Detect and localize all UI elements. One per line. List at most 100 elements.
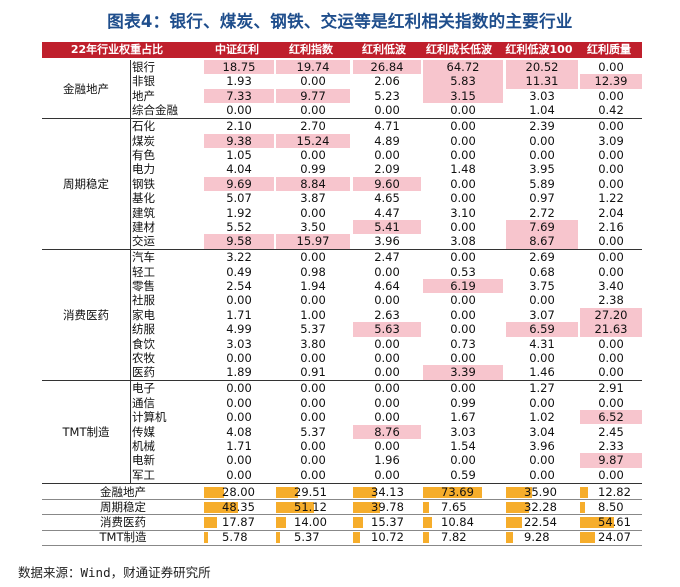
weight-cell: 0.00 [598, 234, 624, 249]
summary-bar [353, 532, 361, 544]
summary-bar [506, 532, 513, 544]
summary-value: 7.65 [441, 499, 467, 514]
weight-cell: 0.00 [300, 410, 326, 425]
industry-label: 电子 [132, 381, 155, 396]
header-cell-index: 红利成长低波 [426, 43, 492, 56]
source-note: 数据来源：Wind，财通证券研究所 [18, 565, 211, 580]
weight-cell: 3.87 [300, 191, 326, 206]
weight-cell: 9.77 [276, 88, 350, 104]
weight-cell: 2.72 [529, 205, 555, 220]
summary-value: 48.35 [222, 499, 255, 514]
weight-cell: 1.27 [529, 381, 555, 396]
weight-cell: 11.31 [506, 74, 578, 89]
weight-cell: 2.10 [226, 119, 252, 134]
weight-cell: 5.23 [374, 88, 400, 103]
header-cell-index: 红利低波100 [505, 43, 573, 56]
weight-cell: 2.04 [598, 205, 624, 220]
summary-bar [204, 517, 217, 528]
page-title: 图表4：银行、煤炭、钢铁、交运等是红利相关指数的主要行业 [107, 12, 573, 31]
weight-cell: 0.00 [374, 467, 400, 482]
weight-cell: 0.00 [226, 381, 252, 396]
industry-label: 轻工 [132, 264, 155, 279]
summary-bar [506, 501, 530, 513]
industry-label: 食饮 [132, 336, 155, 351]
group-label: 金融地产 [63, 81, 109, 96]
summary-value: 28.00 [222, 484, 255, 499]
summary-value: 29.51 [294, 484, 327, 499]
weight-cell: 8.84 [276, 176, 350, 192]
weight-cell: 0.00 [226, 467, 252, 482]
industry-label: 医药 [132, 365, 155, 380]
weight-cell: 3.80 [300, 336, 326, 351]
weight-cell: 0.97 [529, 191, 555, 206]
weight-cell: 0.00 [374, 395, 400, 410]
summary-value: 73.69 [441, 484, 474, 499]
weight-cell: 6.19 [423, 279, 503, 294]
group-label: TMT制造 [62, 424, 110, 439]
header-cell-category: 22年行业权重占比 [70, 43, 164, 56]
weight-cell: 3.75 [529, 279, 555, 293]
weight-cell: 0.00 [374, 147, 400, 162]
weight-cell: 1.92 [226, 205, 252, 220]
weight-cell: 0.00 [226, 410, 252, 425]
summary-value: 51.12 [294, 499, 327, 514]
weight-cell: 0.42 [598, 103, 624, 118]
weight-cell: 2.33 [598, 438, 624, 453]
industry-label: 军工 [132, 467, 155, 482]
weight-cell: 0.00 [598, 264, 624, 279]
industry-label: 农牧 [132, 351, 155, 365]
weight-cell: 15.24 [276, 133, 350, 148]
summary-value: 24.07 [598, 530, 631, 545]
summary-bar [353, 517, 364, 528]
header-cell-index: 红利质量 [587, 43, 631, 56]
weight-cell: 0.00 [598, 147, 624, 162]
weight-cell: 0.99 [300, 162, 326, 177]
summary-bar [506, 517, 523, 528]
summary-bar [276, 486, 298, 498]
weight-cell: 1.67 [450, 410, 476, 425]
weight-cell: 0.00 [226, 103, 252, 118]
weight-cell: 2.69 [529, 250, 555, 265]
summary-bar [204, 532, 209, 544]
weight-cell: 0.00 [598, 176, 624, 191]
weight-cell: 1.94 [300, 279, 326, 293]
industry-label: 纺服 [132, 322, 155, 337]
weight-cell: 0.00 [598, 351, 624, 365]
weight-cell: 26.84 [353, 60, 421, 75]
industry-label: 交运 [132, 234, 155, 249]
weight-cell: 2.91 [598, 381, 624, 396]
industry-label: 家电 [132, 307, 155, 322]
weight-cell: 0.00 [300, 351, 326, 365]
summary-bar [580, 517, 614, 528]
summary-value: 17.87 [222, 515, 255, 529]
weight-cell: 0.00 [450, 191, 476, 206]
summary-bar [580, 532, 595, 544]
industry-label: 传媒 [132, 424, 155, 439]
weight-cell: 0.91 [300, 365, 326, 380]
weight-cell: 3.40 [598, 279, 624, 293]
weight-cell: 1.54 [450, 438, 476, 453]
summary-divider [42, 499, 642, 501]
weight-cell: 9.69 [204, 176, 274, 192]
weight-cell: 0.99 [450, 395, 476, 410]
weight-cell: 0.00 [529, 453, 555, 468]
industry-label: 建筑 [132, 205, 155, 220]
weight-cell: 0.00 [450, 293, 476, 308]
summary-label: TMT制造 [99, 530, 147, 545]
weight-cell: 0.00 [450, 453, 476, 468]
header-cell-index: 红利指数 [289, 43, 333, 56]
industry-label: 煤炭 [132, 133, 155, 148]
weight-cell: 3.96 [529, 438, 555, 453]
weight-cell: 0.00 [226, 453, 252, 468]
weight-cell: 3.50 [300, 219, 326, 234]
weight-cell: 5.52 [226, 219, 252, 234]
column-divider [130, 60, 131, 484]
weight-cell: 5.07 [226, 191, 252, 206]
weight-cell: 0.00 [598, 162, 624, 177]
industry-label: 银行 [132, 60, 155, 74]
summary-value: 5.78 [222, 530, 248, 545]
weight-cell: 0.00 [598, 365, 624, 380]
weight-cell: 0.00 [529, 147, 555, 162]
weight-cell: 5.83 [423, 74, 503, 89]
industry-label: 综合金融 [132, 103, 178, 118]
